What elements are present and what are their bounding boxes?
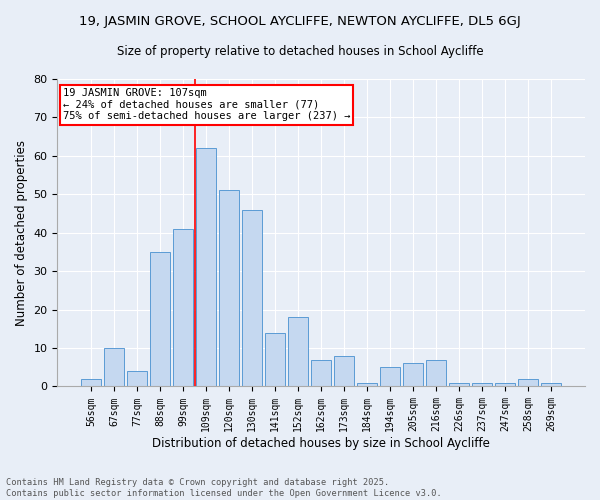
Bar	[242, 210, 262, 386]
Bar	[449, 382, 469, 386]
Bar	[358, 382, 377, 386]
Bar	[127, 371, 147, 386]
Bar	[173, 229, 193, 386]
X-axis label: Distribution of detached houses by size in School Aycliffe: Distribution of detached houses by size …	[152, 437, 490, 450]
Bar	[311, 360, 331, 386]
Bar	[151, 252, 170, 386]
Bar	[427, 360, 446, 386]
Bar	[104, 348, 124, 387]
Bar	[82, 379, 101, 386]
Bar	[334, 356, 354, 386]
Bar	[220, 190, 239, 386]
Y-axis label: Number of detached properties: Number of detached properties	[15, 140, 28, 326]
Bar	[196, 148, 216, 386]
Text: 19 JASMIN GROVE: 107sqm
← 24% of detached houses are smaller (77)
75% of semi-de: 19 JASMIN GROVE: 107sqm ← 24% of detache…	[62, 88, 350, 122]
Bar	[518, 379, 538, 386]
Bar	[496, 382, 515, 386]
Bar	[472, 382, 492, 386]
Text: Size of property relative to detached houses in School Aycliffe: Size of property relative to detached ho…	[116, 45, 484, 58]
Bar	[380, 368, 400, 386]
Bar	[403, 364, 423, 386]
Text: Contains HM Land Registry data © Crown copyright and database right 2025.
Contai: Contains HM Land Registry data © Crown c…	[6, 478, 442, 498]
Bar	[265, 332, 285, 386]
Bar	[289, 318, 308, 386]
Text: 19, JASMIN GROVE, SCHOOL AYCLIFFE, NEWTON AYCLIFFE, DL5 6GJ: 19, JASMIN GROVE, SCHOOL AYCLIFFE, NEWTO…	[79, 15, 521, 28]
Bar	[541, 382, 561, 386]
